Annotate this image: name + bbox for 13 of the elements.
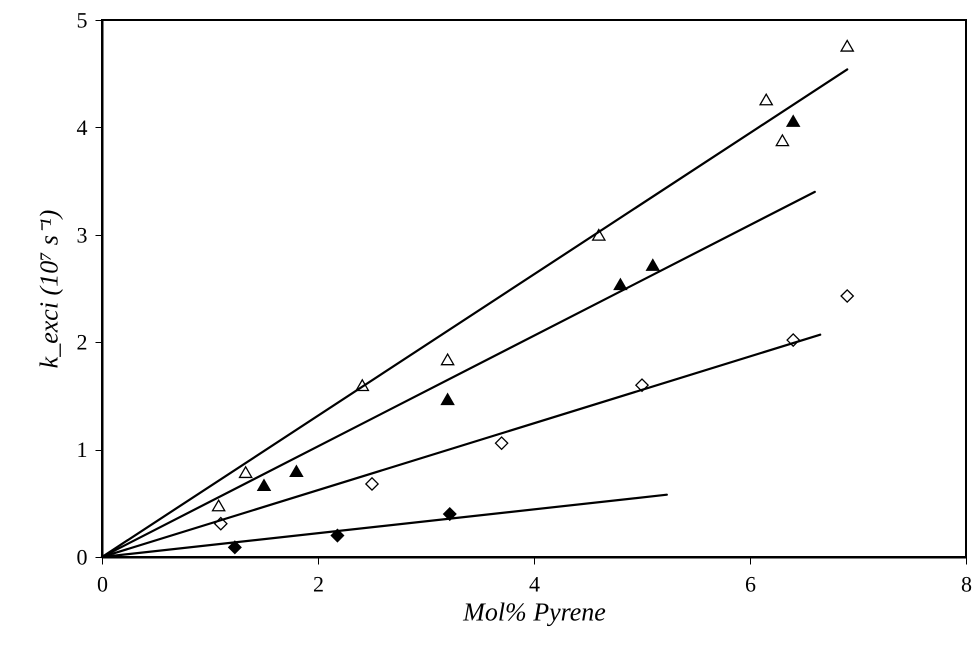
y-tick-label: 3: [76, 222, 88, 248]
y-tick-label: 1: [76, 437, 88, 462]
y-tick-label: 4: [76, 114, 88, 140]
x-tick-label: 0: [97, 572, 108, 596]
y-axis-title: k_exci (10⁷ s⁻¹): [34, 210, 64, 368]
x-axis-title: Mol% Pyrene: [462, 598, 606, 626]
x-tick-label: 4: [529, 572, 540, 596]
x-tick-label: 8: [961, 572, 972, 596]
x-tick-label: 2: [313, 572, 324, 596]
y-tick-label: 5: [76, 8, 88, 32]
y-tick-label: 0: [76, 544, 88, 570]
y-tick-label: 2: [76, 330, 88, 355]
x-tick-label: 6: [745, 572, 756, 596]
